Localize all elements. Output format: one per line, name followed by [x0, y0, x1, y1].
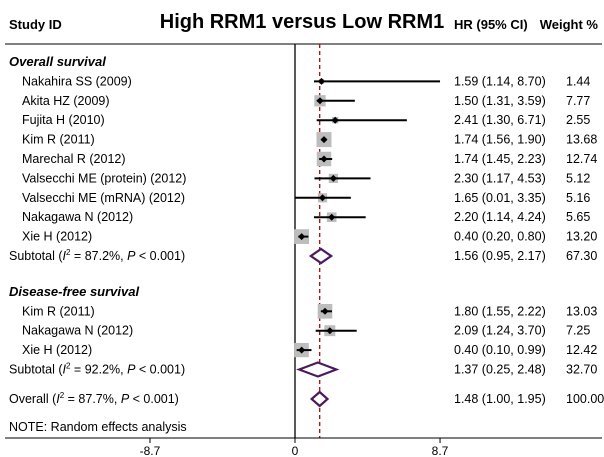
- study-row-1-5-label: Marechal R (2012): [22, 152, 126, 166]
- note-text: NOTE: Random effects analysis: [9, 420, 187, 434]
- study-row-1-3-label: Fujita H (2010): [22, 113, 105, 127]
- study-row-1-1-weight: 1.44: [566, 74, 590, 88]
- study-row-1-5-hr-ci: 1.74 (1.45, 2.23): [454, 152, 546, 166]
- overall-label-i2-value: = 87.7%,: [64, 392, 121, 406]
- x-tick-label-3: 8.7: [432, 444, 449, 457]
- study-row-1-9-label: Xie H (2012): [22, 230, 92, 244]
- study-row-1-6-weight: 5.12: [566, 171, 590, 185]
- header-study-id: Study ID: [9, 17, 62, 32]
- overall-label-p-value: < 0.001): [129, 392, 179, 406]
- study-row-1-2-weight: 7.77: [566, 94, 590, 108]
- overall-label-superscript: 2: [60, 391, 65, 400]
- subtotal-2-label-prefix: Subtotal (: [9, 362, 63, 376]
- study-row-2-1-label: Kim R (2011): [22, 304, 95, 318]
- study-row-1-4-label: Kim R (2011): [22, 133, 95, 147]
- subtotal-2-label: Subtotal (I2 = 92.2%, P < 0.001): [9, 361, 185, 376]
- study-row-1-3-weight: 2.55: [566, 113, 590, 127]
- study-row-1-7-weight: 5.16: [566, 191, 590, 205]
- study-row-1-3-point-estimate: [331, 116, 339, 124]
- study-row-1-4-hr-ci: 1.74 (1.56, 1.90): [454, 133, 546, 147]
- study-row-1-9-weight: 13.20: [566, 230, 597, 244]
- subtotal-2-hr-ci: 1.37 (0.25, 2.48): [454, 362, 546, 376]
- overall-label: Overall (I2 = 87.7%, P < 0.001): [9, 391, 179, 406]
- subtotal-1-label-prefix: Subtotal (: [9, 249, 63, 263]
- study-row-2-1-weight: 13.03: [566, 304, 597, 318]
- subtotal-1-label-p-value: < 0.001): [135, 249, 185, 263]
- study-row-2-2-label: Nakagawa N (2012): [22, 324, 133, 338]
- study-row-1-8-point-estimate: [328, 213, 336, 221]
- study-row-1-6-label: Valsecchi ME (protein) (2012): [22, 171, 186, 185]
- subtotal-1-label-i-symbol: I: [63, 249, 67, 263]
- header-hr-ci: HR (95% CI): [454, 17, 528, 32]
- study-row-2-3-hr-ci: 0.40 (0.10, 0.99): [454, 343, 546, 357]
- study-row-1-5-point-estimate: [320, 155, 328, 163]
- study-row-2-1-point-estimate: [321, 307, 329, 315]
- overall-hr-ci: 1.48 (1.00, 1.95): [454, 392, 546, 406]
- subtotal-1-label-superscript: 2: [66, 248, 71, 257]
- study-row-1-7-point-estimate: [319, 194, 327, 202]
- section-heading-2: Disease-free survival: [9, 284, 139, 299]
- x-tick-label-2: 0: [292, 444, 299, 457]
- study-row-1-8-label: Nakagawa N (2012): [22, 210, 133, 224]
- subtotal-1-label-i2-value: = 87.2%,: [70, 249, 127, 263]
- subtotal-2-diamond: [296, 361, 340, 378]
- subtotal-1-weight: 67.30: [566, 249, 597, 263]
- study-row-2-2-weight: 7.25: [566, 324, 590, 338]
- study-row-1-2-label: Akita HZ (2009): [22, 94, 110, 108]
- x-tick-label-1: -8.7: [140, 444, 161, 457]
- study-row-1-6-point-estimate: [329, 174, 337, 182]
- study-row-1-4-weight: 13.68: [566, 133, 597, 147]
- subtotal-2-weight: 32.70: [566, 362, 597, 376]
- study-row-2-3-weight: 12.42: [566, 343, 597, 357]
- overall-label-prefix: Overall (: [9, 392, 57, 406]
- study-row-2-3-point-estimate: [298, 346, 306, 354]
- chart-title: High RRM1 versus Low RRM1: [160, 11, 444, 33]
- study-row-1-1-point-estimate: [318, 77, 326, 85]
- study-row-1-8-hr-ci: 2.20 (1.14, 4.24): [454, 210, 546, 224]
- subtotal-1-diamond: [308, 247, 334, 265]
- study-row-1-7-hr-ci: 1.65 (0.01, 3.35): [454, 191, 546, 205]
- study-row-1-2-point-estimate: [316, 97, 324, 105]
- subtotal-2-label-p-value: < 0.001): [135, 362, 185, 376]
- x-axis: -8.7 0 8.7: [140, 438, 449, 457]
- study-row-1-8-weight: 5.65: [566, 210, 590, 224]
- study-row-2-2-point-estimate: [326, 327, 334, 335]
- subtotal-1-label-p-symbol: P: [127, 249, 136, 263]
- study-row-1-1-label: Nakahira SS (2009): [22, 74, 132, 88]
- subtotal-2-label-i2-value: = 92.2%,: [70, 362, 127, 376]
- overall-label-p-symbol: P: [121, 392, 130, 406]
- study-row-1-2-hr-ci: 1.50 (1.31, 3.59): [454, 94, 546, 108]
- overall-label-i-symbol: I: [56, 392, 60, 406]
- subtotal-1-label: Subtotal (I2 = 87.2%, P < 0.001): [9, 248, 185, 263]
- header-weight: Weight %: [540, 17, 599, 32]
- subtotal-1-hr-ci: 1.56 (0.95, 2.17): [454, 249, 546, 263]
- study-row-1-9-point-estimate: [298, 233, 306, 241]
- study-row-1-3-hr-ci: 2.41 (1.30, 6.71): [454, 113, 546, 127]
- overall-weight: 100.00: [566, 392, 604, 406]
- section-heading-1: Overall survival: [9, 54, 106, 69]
- overall-diamond: [309, 390, 330, 408]
- study-row-1-4-point-estimate: [320, 136, 328, 144]
- study-row-2-3-label: Xie H (2012): [22, 343, 92, 357]
- study-row-1-1-hr-ci: 1.59 (1.14, 8.70): [454, 74, 546, 88]
- study-row-1-6-hr-ci: 2.30 (1.17, 4.53): [454, 171, 546, 185]
- subtotal-2-label-i-symbol: I: [63, 362, 67, 376]
- subtotal-2-label-superscript: 2: [66, 361, 71, 370]
- study-row-1-5-weight: 12.74: [566, 152, 597, 166]
- study-row-2-2-hr-ci: 2.09 (1.24, 3.70): [454, 324, 546, 338]
- subtotal-2-label-p-symbol: P: [127, 362, 136, 376]
- forest-content: Overall survival Nakahira SS (2009) 1.59 (…: [9, 44, 604, 438]
- study-row-2-1-hr-ci: 1.80 (1.55, 2.22): [454, 304, 546, 318]
- study-row-1-9-hr-ci: 0.40 (0.20, 0.80): [454, 230, 546, 244]
- study-row-1-7-label: Valsecchi ME (mRNA) (2012): [22, 191, 185, 205]
